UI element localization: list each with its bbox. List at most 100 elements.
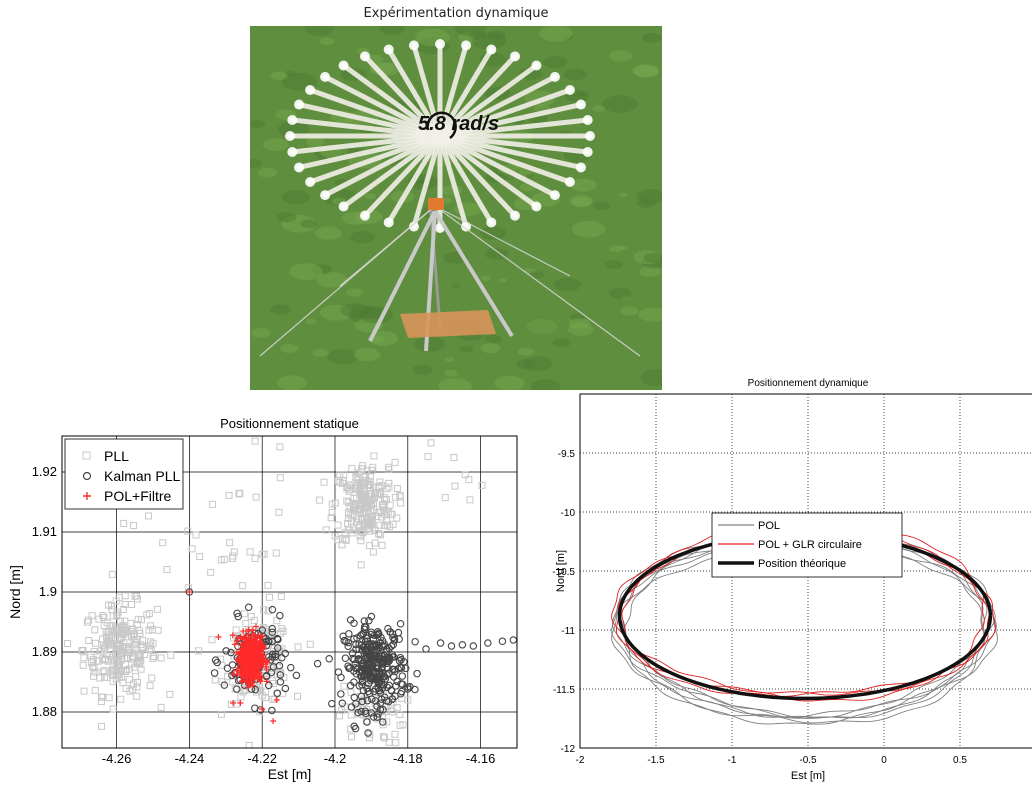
static-point-pll xyxy=(363,521,371,529)
static-point-pll xyxy=(115,664,123,672)
static-point-pll xyxy=(211,676,219,684)
static-point-kalman-pll xyxy=(350,619,358,627)
static-point-kalman-pll xyxy=(380,640,389,648)
static-point-pll xyxy=(383,485,391,493)
static-point-pll xyxy=(466,496,474,504)
grass-patch xyxy=(316,272,348,288)
static-point-pll xyxy=(377,531,385,539)
static-point-pll xyxy=(236,489,244,497)
static-point-kalman-pll xyxy=(365,655,373,663)
static-point-pll xyxy=(294,692,302,700)
static-point-pll xyxy=(119,679,127,687)
static-point-pll xyxy=(149,639,157,647)
arm-tip xyxy=(549,71,560,82)
static-point-pll xyxy=(98,722,106,730)
grass-patch xyxy=(569,194,593,207)
static-point-pll xyxy=(366,542,374,550)
static-point-pll xyxy=(380,510,388,518)
grass-patch xyxy=(640,369,662,387)
grass-patch xyxy=(469,31,487,40)
static-point-kalman-pll xyxy=(359,647,367,655)
grass-patch xyxy=(276,375,308,390)
arm-tip xyxy=(575,162,586,173)
static-point-kalman-pll xyxy=(374,645,383,653)
static-point-pll xyxy=(92,639,100,647)
tripod-leg xyxy=(433,209,514,338)
static-point-pll xyxy=(88,612,96,620)
arm-tip xyxy=(320,71,331,82)
static-point-pll xyxy=(137,616,145,624)
static-points xyxy=(64,437,517,748)
static-point-pll xyxy=(347,711,355,719)
static-point-pol-filtre xyxy=(251,675,258,682)
static-point-pol-filtre xyxy=(249,650,256,657)
static-point-pll xyxy=(109,657,117,665)
static-point-pll xyxy=(369,548,377,556)
static-point-pll xyxy=(391,458,399,466)
static-point-pll xyxy=(107,602,115,610)
static-point-pll xyxy=(209,500,217,508)
grass-patch xyxy=(250,119,266,129)
dynamic-x-axis-label: Est [m] xyxy=(791,770,825,782)
static-point-pll xyxy=(306,640,314,648)
static-point-pll xyxy=(359,462,367,470)
static-point-kalman-pll xyxy=(265,637,273,646)
static-point-kalman-pll xyxy=(484,639,492,647)
static-point-pol-filtre xyxy=(258,648,265,655)
static-point-kalman-pll xyxy=(396,619,405,628)
static-point-pll xyxy=(135,653,143,661)
static-point-kalman-pll xyxy=(210,669,219,677)
arm-tip xyxy=(408,40,419,51)
static-point-pll xyxy=(260,606,268,614)
static-point-kalman-pll xyxy=(362,623,370,631)
grass-patch xyxy=(618,192,628,198)
grass-patch xyxy=(637,198,657,208)
static-point-pll xyxy=(340,470,348,478)
static-point-kalman-pll xyxy=(364,729,372,737)
static-point-pol-filtre xyxy=(245,660,252,667)
arm-tip xyxy=(320,190,331,201)
static-point-pll xyxy=(381,708,389,716)
grass-patch xyxy=(633,250,662,265)
arm-tip xyxy=(582,146,593,157)
static-point-pll xyxy=(100,613,108,621)
grass-patch xyxy=(304,26,334,36)
grass-patch xyxy=(498,278,507,283)
rotating-arm xyxy=(322,133,443,198)
grass-patch xyxy=(349,231,375,244)
rotating-arm xyxy=(437,47,494,139)
static-point-pll xyxy=(386,501,394,509)
grass-patch xyxy=(346,288,363,297)
static-point-kalman-pll xyxy=(384,697,393,706)
static-point-pol-filtre xyxy=(270,718,277,724)
static-point-pol-filtre xyxy=(249,659,256,666)
static-point-pll xyxy=(108,671,116,679)
dynamic-title: Positionnement dynamique xyxy=(748,378,869,389)
static-point-pll xyxy=(207,568,215,576)
static-point-pol-filtre xyxy=(261,644,268,651)
static-point-pll xyxy=(157,654,165,662)
grass-patch xyxy=(528,270,545,279)
grass-patch xyxy=(641,255,662,269)
static-point-pol-filtre xyxy=(254,650,261,657)
static-point-pll xyxy=(98,635,106,643)
static-plot-border xyxy=(61,435,518,749)
guy-wire xyxy=(339,205,436,287)
dynamic-y-tick-label: -9.5 xyxy=(558,449,576,460)
static-point-pll xyxy=(163,566,171,574)
static-point-pll xyxy=(121,600,129,608)
rotating-arm xyxy=(437,133,558,198)
static-point-pll xyxy=(84,616,92,624)
arm-tip xyxy=(338,201,349,212)
static-point-kalman-pll xyxy=(276,678,285,686)
grass-patch xyxy=(523,356,553,371)
static-point-pol-filtre xyxy=(248,636,255,643)
grass-patch xyxy=(572,197,592,208)
static-point-pll xyxy=(270,679,278,687)
static-y-tick-label: 1.88 xyxy=(32,704,57,719)
static-point-pll xyxy=(265,593,273,601)
grass-patch xyxy=(277,121,310,138)
static-point-pll xyxy=(366,730,374,738)
static-point-kalman-pll xyxy=(380,680,388,689)
static-point-kalman-pll xyxy=(400,657,408,666)
